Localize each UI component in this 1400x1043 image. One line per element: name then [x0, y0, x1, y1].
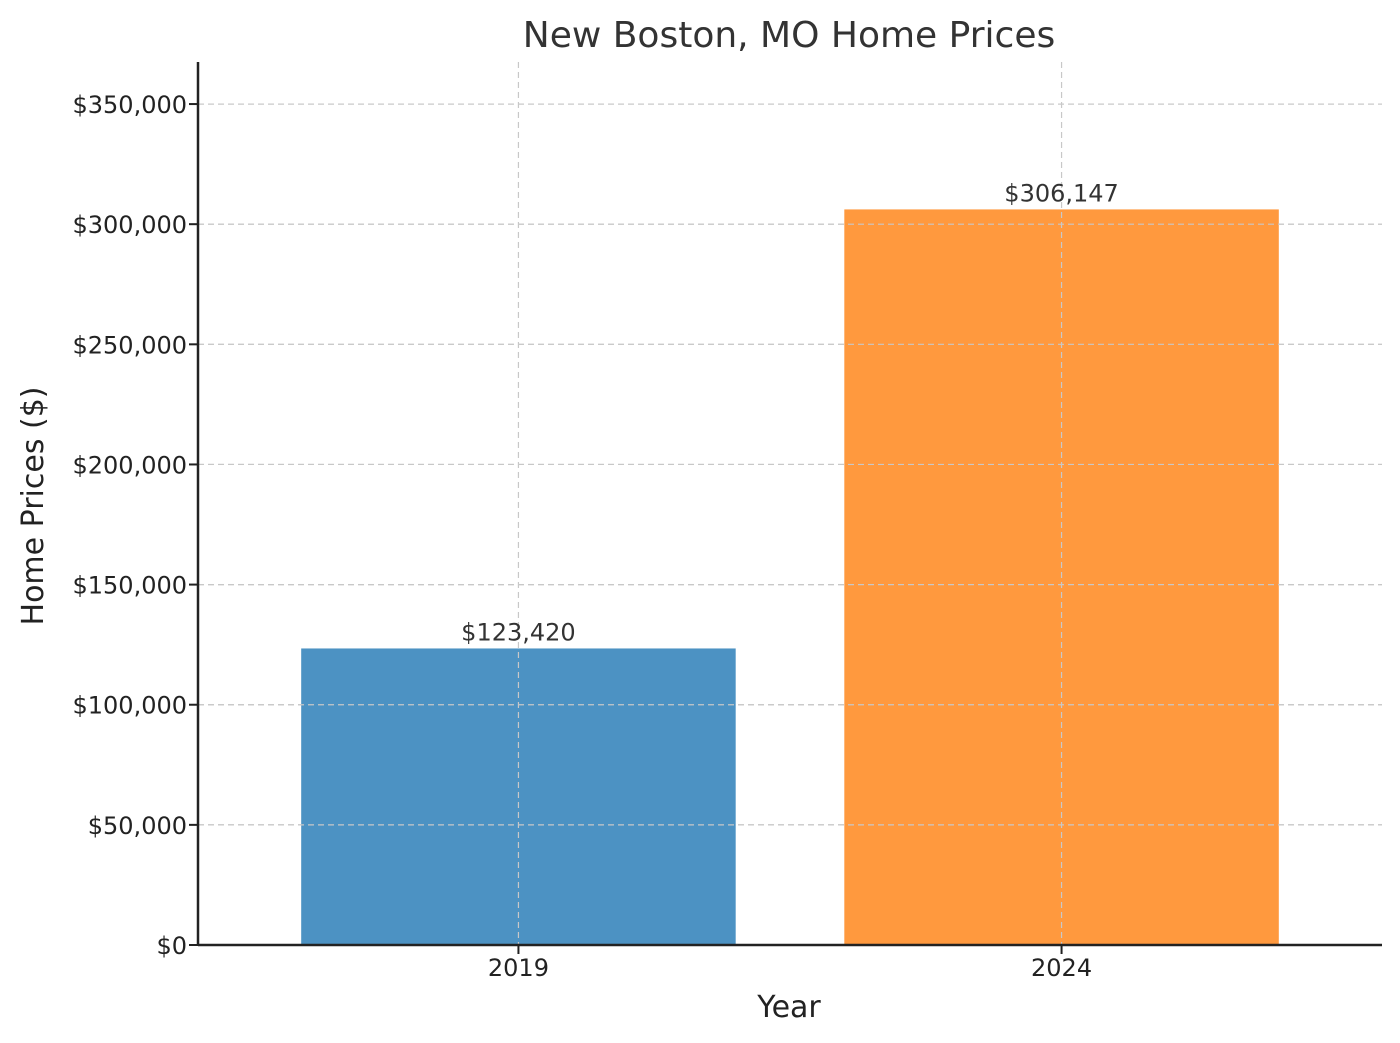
labels-layer: $123,420 $306,147	[461, 179, 1119, 646]
chart-title: New Boston, MO Home Prices	[523, 15, 1055, 56]
y-axis-label: Home Prices ($)	[16, 387, 51, 626]
x-axis-label: Year	[756, 990, 821, 1025]
axes-layer: $0 $50,000 $100,000 $150,000 $200,000 $250,00…	[72, 62, 1382, 982]
y-tick-label: $350,000	[72, 91, 187, 119]
y-tick-label: $200,000	[72, 451, 187, 479]
bar-data-label: $123,420	[461, 618, 576, 646]
y-tick-label: $100,000	[72, 692, 187, 720]
y-tick-label: $300,000	[72, 211, 187, 239]
y-tick-label: $150,000	[72, 572, 187, 600]
x-tick-label: 2024	[1031, 954, 1092, 982]
y-tick-label: $0	[156, 932, 187, 960]
bar-data-label: $306,147	[1004, 179, 1119, 207]
y-tick-label: $250,000	[72, 331, 187, 359]
bars-layer	[301, 209, 1279, 945]
x-tick-label: 2019	[488, 954, 549, 982]
y-tick-label: $50,000	[88, 812, 187, 840]
